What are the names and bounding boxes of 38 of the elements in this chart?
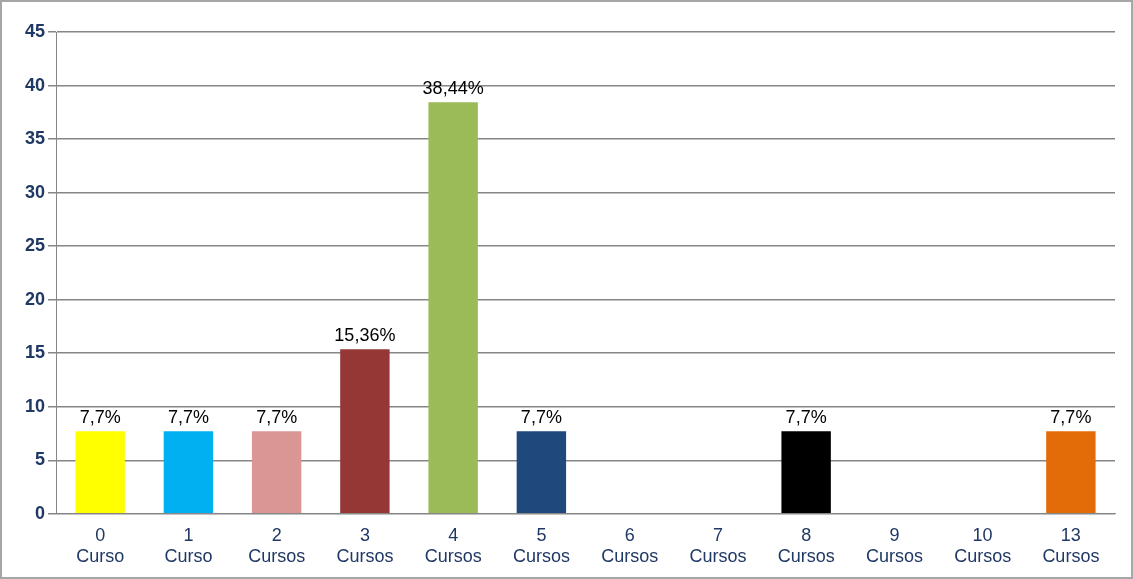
x-tick-label: 13 Cursos [1042,524,1100,567]
data-label: 15,36% [334,325,396,346]
y-tick-label: 5 [35,449,46,470]
y-tick-label: 20 [24,288,46,309]
x-tick-label: 9 Cursos [865,524,923,567]
bar [251,431,302,514]
bar [428,102,478,514]
data-label: 7,7% [256,407,298,428]
y-tick-label: 15 [24,342,46,363]
bar [1046,431,1096,514]
x-tick-label: 1 Curso [164,524,213,567]
x-tick-label: 3 Cursos [336,524,394,567]
data-label: 7,7% [79,407,121,428]
bar [516,431,567,514]
y-tick-label: 25 [24,235,46,256]
x-tick-label: 2 Cursos [248,524,306,567]
x-tick-label: 8 Cursos [777,524,835,567]
data-label: 7,7% [1050,407,1092,428]
data-label: 38,44% [422,78,484,99]
x-tick-label: 6 Cursos [601,524,659,567]
x-tick-label: 10 Cursos [954,524,1012,567]
data-label: 7,7% [167,407,209,428]
data-label: 7,7% [785,407,827,428]
x-tick-label: 4 Cursos [424,524,482,567]
y-tick-label: 35 [24,128,46,149]
bar [340,349,390,514]
y-tick-label: 45 [24,20,46,41]
x-tick-label: 5 Cursos [512,524,570,567]
y-tick-label: 0 [35,502,46,523]
y-tick-label: 30 [24,181,46,202]
x-tick-label: 7 Cursos [689,524,747,567]
data-label: 7,7% [520,407,562,428]
x-tick-label: 0 Curso [76,524,125,567]
bar [75,431,125,514]
y-tick-label: 40 [24,74,46,95]
bar [781,431,831,514]
bar [163,431,214,514]
y-tick-label: 10 [24,395,46,416]
